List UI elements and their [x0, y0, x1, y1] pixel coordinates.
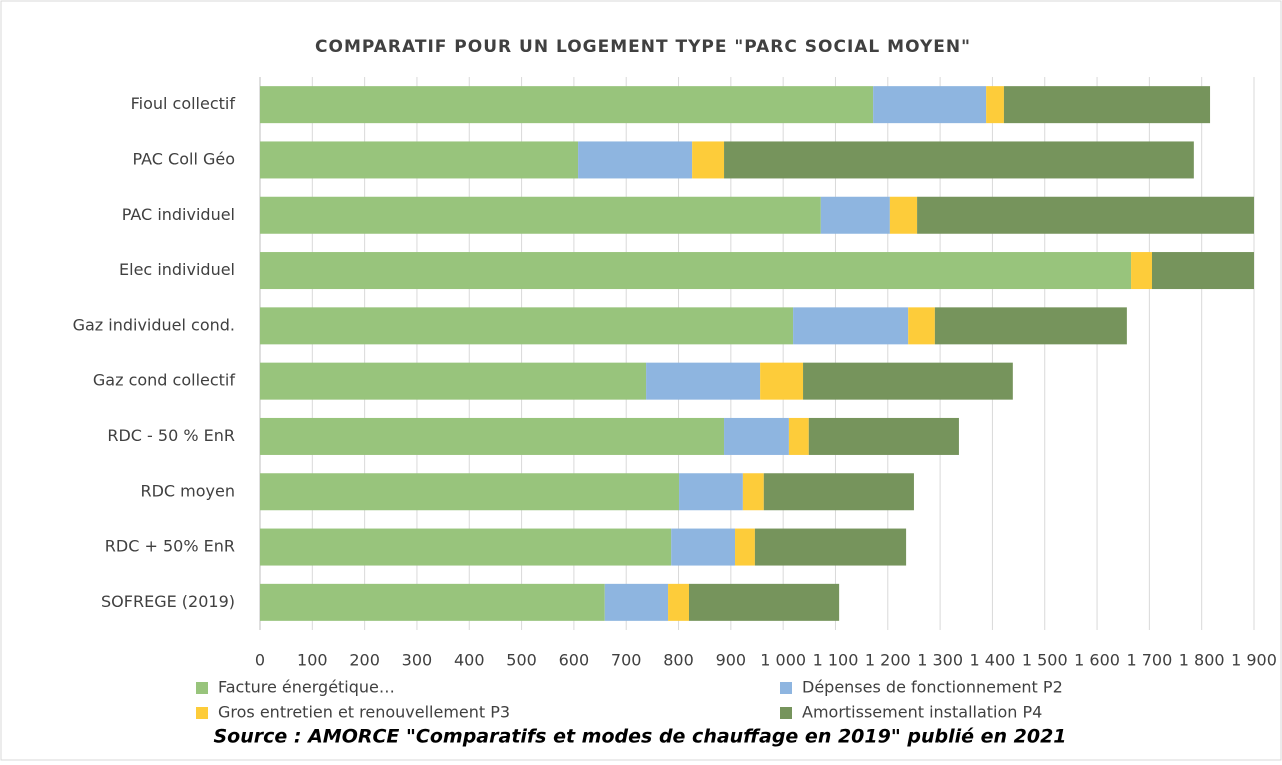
bar-segment: [934, 307, 1127, 345]
bar-segment: [260, 252, 1132, 290]
bar-segment: [788, 417, 809, 455]
x-tick-label: 300: [402, 651, 433, 670]
legend-swatch: [196, 707, 208, 719]
bar-segment: [646, 362, 761, 400]
bar-segment: [1003, 86, 1211, 124]
x-tick-label: 1 500: [1022, 651, 1068, 670]
legend-swatch: [196, 682, 208, 694]
bar-segment: [917, 196, 1254, 234]
y-tick-label: Elec individuel: [119, 260, 235, 279]
x-tick-label: 700: [611, 651, 642, 670]
bar-segment: [760, 362, 804, 400]
bar-segment: [1151, 252, 1254, 290]
bar-segment: [754, 528, 907, 566]
x-tick-label: 100: [297, 651, 328, 670]
bar-segment: [820, 196, 890, 234]
chart-title: COMPARATIF POUR UN LOGEMENT TYPE "PARC S…: [315, 37, 971, 57]
y-tick-label: RDC + 50% EnR: [105, 537, 235, 556]
x-tick-label: 1 900: [1231, 651, 1277, 670]
y-tick-label: PAC individuel: [122, 205, 235, 224]
y-tick-label: RDC - 50 % EnR: [107, 426, 235, 445]
x-tick-label: 1 200: [865, 651, 911, 670]
y-tick-label: RDC moyen: [140, 481, 235, 500]
bar-segment: [578, 141, 693, 179]
bar-segment: [803, 362, 1013, 400]
bar-segment: [260, 86, 874, 124]
bar-segment: [1131, 252, 1152, 290]
bar-segment: [260, 417, 725, 455]
x-tick-label: 200: [349, 651, 380, 670]
bar-segment: [889, 196, 918, 234]
bar-segment: [260, 473, 680, 511]
legend-label: Gros entretien et renouvellement P3: [218, 703, 510, 722]
bar-segment: [986, 86, 1004, 124]
legend-swatch: [780, 682, 792, 694]
x-tick-label: 600: [559, 651, 590, 670]
x-tick-label: 400: [454, 651, 485, 670]
legend-label: Facture énergétique…: [218, 678, 395, 697]
bar-segment: [763, 473, 914, 511]
bar-segment: [260, 362, 647, 400]
y-tick-label: PAC Coll Géo: [132, 149, 235, 168]
legend-label: Dépenses de fonctionnement P2: [802, 678, 1063, 697]
x-tick-label: 1 800: [1179, 651, 1225, 670]
bar-segment: [692, 141, 725, 179]
bar-segment: [260, 141, 579, 179]
x-tick-label: 800: [663, 651, 694, 670]
bar-segment: [873, 86, 987, 124]
source-note: Source : AMORCE "Comparatifs et modes de…: [213, 726, 1066, 748]
legend-swatch: [780, 707, 792, 719]
bar-segment: [260, 528, 672, 566]
bar-segment: [742, 473, 764, 511]
bar-segment: [793, 307, 909, 345]
bar-segment: [724, 417, 789, 455]
legend-label: Amortissement installation P4: [802, 703, 1042, 722]
x-tick-label: 1 700: [1126, 651, 1172, 670]
bar-segment: [668, 583, 689, 621]
bar-segment: [908, 307, 935, 345]
x-tick-label: 1 600: [1074, 651, 1120, 670]
bar-segment: [808, 417, 959, 455]
bar-segment: [724, 141, 1194, 179]
bar-segment: [679, 473, 743, 511]
bar-segment: [735, 528, 755, 566]
y-tick-label: Gaz individuel cond.: [73, 315, 235, 334]
bar-segment: [604, 583, 669, 621]
x-tick-label: 0: [255, 651, 265, 670]
y-tick-label: SOFREGE (2019): [101, 592, 235, 611]
y-tick-label: Fioul collectif: [131, 94, 236, 113]
bar-segment: [688, 583, 840, 621]
x-tick-label: 1 100: [813, 651, 859, 670]
x-tick-label: 1 300: [917, 651, 963, 670]
bar-segment: [260, 307, 794, 345]
x-tick-label: 900: [716, 651, 747, 670]
bar-segment: [260, 196, 821, 234]
bar-segment: [260, 583, 605, 621]
bar-segment: [671, 528, 736, 566]
y-tick-label: Gaz cond collectif: [93, 371, 235, 390]
x-tick-label: 1 000: [760, 651, 806, 670]
x-tick-label: 500: [506, 651, 537, 670]
x-tick-label: 1 400: [970, 651, 1016, 670]
